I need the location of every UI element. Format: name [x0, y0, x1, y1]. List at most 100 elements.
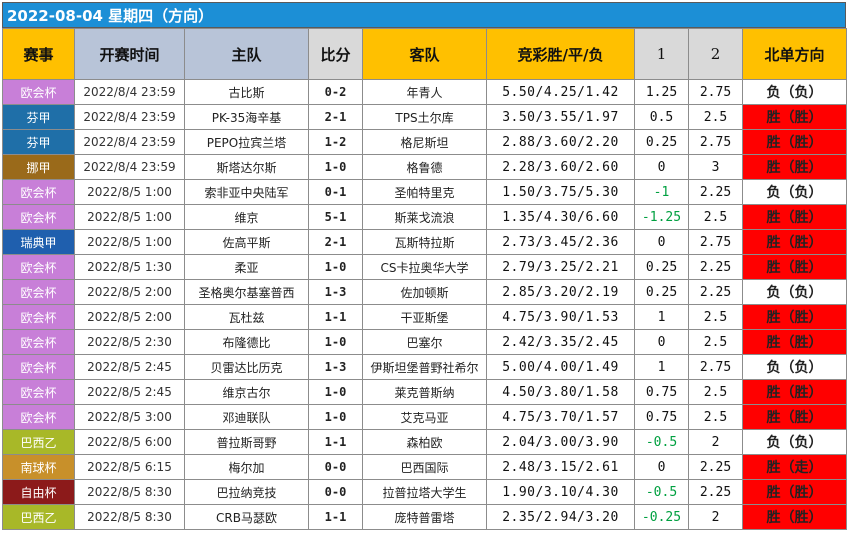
direction-cell: 负（负）: [742, 354, 847, 380]
handicap-two-cell: 3: [688, 154, 743, 180]
away-team-cell: 年青人: [362, 79, 487, 105]
score-cell: 2-1: [308, 229, 363, 255]
table-row: 巴西乙 2022/8/5 6:00 普拉斯哥野 1-1 森柏欧 2.04/3.00/3.9…: [2, 429, 847, 455]
time-cell: 2022/8/5 6:15: [74, 454, 185, 480]
direction-cell: 胜（胜）: [742, 104, 847, 130]
handicap-two-cell: 2.25: [688, 454, 743, 480]
time-cell: 2022/8/5 2:00: [74, 279, 185, 305]
direction-cell: 胜（胜）: [742, 404, 847, 430]
event-cell: 芬甲: [2, 129, 75, 155]
odds-cell: 2.48/3.15/2.61: [486, 454, 635, 480]
handicap-one-cell: 1.25: [634, 79, 689, 105]
away-team-cell: TPS土尔库: [362, 104, 487, 130]
time-cell: 2022/8/5 2:45: [74, 379, 185, 405]
direction-cell: 胜（胜）: [742, 204, 847, 230]
table-row: 挪甲 2022/8/4 23:59 斯塔达尔斯 1-0 格鲁德 2.28/3.60/2.6…: [2, 154, 847, 180]
table-row: 欧会杯 2022/8/5 3:00 邓迪联队 1-0 艾克马亚 4.75/3.70/1.5…: [2, 404, 847, 430]
home-team-cell: 布隆德比: [184, 329, 309, 355]
direction-cell: 胜（走）: [742, 454, 847, 480]
handicap-one-cell: -0.5: [634, 429, 689, 455]
home-team-cell: 瓦杜兹: [184, 304, 309, 330]
table-row: 欧会杯 2022/8/5 1:00 索非亚中央陆军 0-1 圣帕特里克 1.50/3.75…: [2, 179, 847, 205]
table-row: 欧会杯 2022/8/5 2:45 贝雷达比历克 1-3 伊斯坦堡普野社希尔 5.00/4…: [2, 354, 847, 380]
score-cell: 1-0: [308, 379, 363, 405]
table-row: 芬甲 2022/8/4 23:59 PEPO拉宾兰塔 1-2 格尼斯坦 2.88/3.60…: [2, 129, 847, 155]
header-one: 1: [634, 28, 689, 80]
score-cell: 0-1: [308, 179, 363, 205]
handicap-one-cell: 0.5: [634, 104, 689, 130]
home-team-cell: PEPO拉宾兰塔: [184, 129, 309, 155]
home-team-cell: 贝雷达比历克: [184, 354, 309, 380]
event-cell: 挪甲: [2, 154, 75, 180]
table-row: 巴西乙 2022/8/5 8:30 CRB马瑟欧 1-1 庞特普雷塔 2.35/2.94/…: [2, 504, 847, 530]
away-team-cell: 拉普拉塔大学生: [362, 479, 487, 505]
away-team-cell: 干亚斯堡: [362, 304, 487, 330]
handicap-two-cell: 2.25: [688, 179, 743, 205]
odds-cell: 2.28/3.60/2.60: [486, 154, 635, 180]
odds-cell: 4.75/3.70/1.57: [486, 404, 635, 430]
table-row: 欧会杯 2022/8/4 23:59 古比斯 0-2 年青人 5.50/4.25/1.42…: [2, 79, 847, 105]
home-team-cell: 维京: [184, 204, 309, 230]
away-team-cell: 庞特普雷塔: [362, 504, 487, 530]
time-cell: 2022/8/4 23:59: [74, 129, 185, 155]
event-cell: 瑞典甲: [2, 229, 75, 255]
handicap-one-cell: -1: [634, 179, 689, 205]
time-cell: 2022/8/5 1:00: [74, 204, 185, 230]
event-cell: 自由杯: [2, 479, 75, 505]
handicap-two-cell: 2.5: [688, 379, 743, 405]
sheet-title: 2022-08-04 星期四（方向）: [2, 2, 846, 28]
handicap-two-cell: 2.5: [688, 329, 743, 355]
handicap-two-cell: 2: [688, 429, 743, 455]
handicap-two-cell: 2.25: [688, 279, 743, 305]
handicap-two-cell: 2.5: [688, 104, 743, 130]
score-cell: 0-0: [308, 454, 363, 480]
handicap-one-cell: 0.25: [634, 279, 689, 305]
home-team-cell: 巴拉纳竞技: [184, 479, 309, 505]
odds-cell: 2.85/3.20/2.19: [486, 279, 635, 305]
event-cell: 欧会杯: [2, 279, 75, 305]
time-cell: 2022/8/5 8:30: [74, 479, 185, 505]
event-cell: 南球杯: [2, 454, 75, 480]
table-row: 芬甲 2022/8/4 23:59 PK-35海辛基 2-1 TPS土尔库 3.50/3.…: [2, 104, 847, 130]
time-cell: 2022/8/5 1:00: [74, 229, 185, 255]
odds-cell: 5.00/4.00/1.49: [486, 354, 635, 380]
direction-cell: 胜（胜）: [742, 504, 847, 530]
odds-cell: 1.50/3.75/5.30: [486, 179, 635, 205]
odds-cell: 2.04/3.00/3.90: [486, 429, 635, 455]
direction-cell: 胜（胜）: [742, 154, 847, 180]
header-away: 客队: [362, 28, 487, 80]
away-team-cell: 莱克普斯纳: [362, 379, 487, 405]
direction-cell: 负（负）: [742, 429, 847, 455]
event-cell: 欧会杯: [2, 254, 75, 280]
table-row: 欧会杯 2022/8/5 2:00 圣格奥尔基塞普西 1-3 佐加顿斯 2.85/3.20…: [2, 279, 847, 305]
time-cell: 2022/8/4 23:59: [74, 104, 185, 130]
score-cell: 2-1: [308, 104, 363, 130]
home-team-cell: 佐高平斯: [184, 229, 309, 255]
score-cell: 1-1: [308, 429, 363, 455]
away-team-cell: 格尼斯坦: [362, 129, 487, 155]
header-two: 2: [688, 28, 743, 80]
home-team-cell: PK-35海辛基: [184, 104, 309, 130]
table-row: 欧会杯 2022/8/5 1:30 柔亚 1-0 CS卡拉奥华大学 2.79/3.25/2…: [2, 254, 847, 280]
table-row: 欧会杯 2022/8/5 2:30 布隆德比 1-0 巴塞尔 2.42/3.35/2.45…: [2, 329, 847, 355]
header-event: 赛事: [2, 28, 75, 80]
score-cell: 1-0: [308, 329, 363, 355]
handicap-one-cell: 0: [634, 329, 689, 355]
event-cell: 欧会杯: [2, 304, 75, 330]
results-table: 赛事 开赛时间 主队 比分 客队 竞彩胜/平/负 1 2 北单方向 欧会杯 202…: [2, 28, 847, 530]
odds-cell: 2.42/3.35/2.45: [486, 329, 635, 355]
direction-cell: 胜（胜）: [742, 229, 847, 255]
score-cell: 0-0: [308, 479, 363, 505]
direction-cell: 胜（胜）: [742, 129, 847, 155]
odds-cell: 2.88/3.60/2.20: [486, 129, 635, 155]
score-cell: 5-1: [308, 204, 363, 230]
direction-cell: 胜（胜）: [742, 329, 847, 355]
event-cell: 芬甲: [2, 104, 75, 130]
score-cell: 1-0: [308, 404, 363, 430]
away-team-cell: 斯莱戈流浪: [362, 204, 487, 230]
direction-cell: 胜（胜）: [742, 379, 847, 405]
handicap-two-cell: 2.25: [688, 254, 743, 280]
time-cell: 2022/8/5 2:00: [74, 304, 185, 330]
header-home: 主队: [184, 28, 309, 80]
away-team-cell: 艾克马亚: [362, 404, 487, 430]
